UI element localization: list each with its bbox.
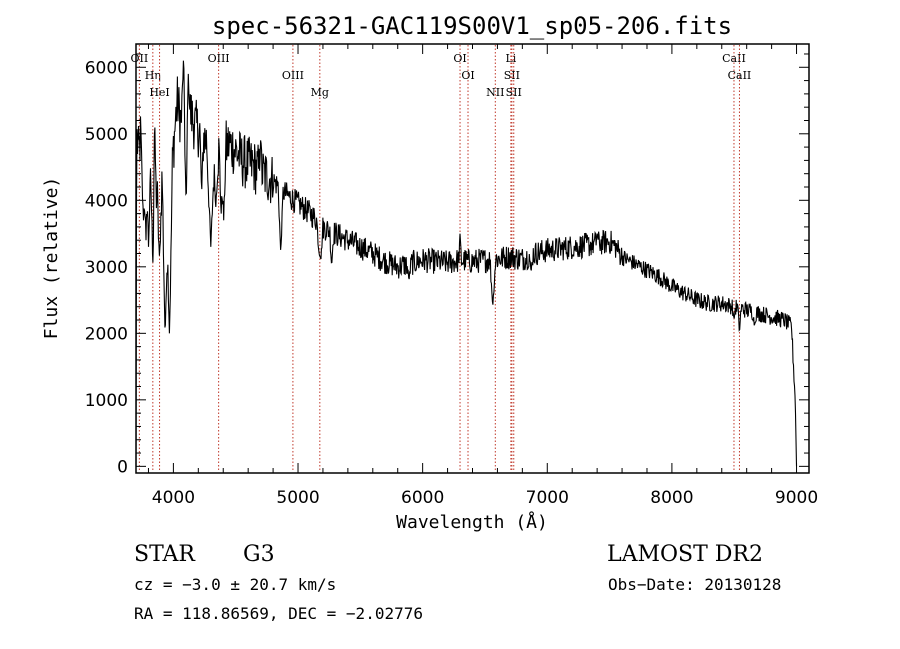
- y-tick-label: 5000: [85, 125, 128, 145]
- spectral-line-label: OI: [461, 69, 474, 82]
- y-axis-label: Flux (relative): [41, 177, 62, 340]
- chart-title: spec-56321-GAC119S00V1_sp05-206.fits: [212, 12, 732, 40]
- object-subclass: G3: [243, 542, 275, 567]
- spectral-line-label: CaII: [728, 69, 752, 82]
- y-tick-label: 3000: [85, 258, 128, 278]
- spectral-line-label: Mg: [311, 86, 329, 99]
- spectral-line-label: SII: [504, 69, 520, 82]
- spectrum-line: [135, 60, 798, 467]
- x-tick-label: 8000: [650, 488, 693, 508]
- y-tick-label: 6000: [85, 58, 128, 78]
- spectral-line-label: CaII: [722, 52, 746, 65]
- spectral-line-label: Li: [505, 52, 516, 65]
- redshift-cz: cz = −3.0 ± 20.7 km/s: [134, 575, 336, 594]
- y-tick-label: 0: [117, 457, 128, 477]
- observation-date: Obs−Date: 20130128: [608, 575, 781, 594]
- x-tick-label: 6000: [401, 488, 444, 508]
- survey-name: LAMOST DR2: [607, 542, 763, 567]
- spectral-line-label: OI: [453, 52, 466, 65]
- object-class: STAR: [134, 542, 196, 567]
- spectral-line-label: Hη: [145, 69, 161, 82]
- spectral-line-label: OII: [131, 52, 149, 65]
- x-tick-label: 9000: [775, 488, 818, 508]
- coordinates: RA = 118.86569, DEC = −2.02776: [134, 604, 423, 623]
- x-tick-label: 7000: [526, 488, 569, 508]
- x-axis-ticks: 4000 5000 6000 7000 8000 9000: [147, 44, 818, 508]
- spectral-line-label: NII: [486, 86, 504, 99]
- x-axis-label: Wavelength (Å): [396, 511, 548, 533]
- spectrum-series: [135, 60, 798, 467]
- spectral-line-label: OIII: [282, 69, 304, 82]
- y-tick-label: 4000: [85, 191, 128, 211]
- spectral-line-label: SII: [506, 86, 522, 99]
- y-tick-label: 1000: [85, 391, 128, 411]
- spectral-line-label: HeI: [149, 86, 169, 99]
- x-tick-label: 5000: [276, 488, 319, 508]
- y-axis-ticks: 0 1000 2000 3000 4000 5000 6000: [85, 53, 809, 477]
- spectral-line-label: OIII: [208, 52, 230, 65]
- x-tick-label: 4000: [152, 488, 195, 508]
- y-tick-label: 2000: [85, 324, 128, 344]
